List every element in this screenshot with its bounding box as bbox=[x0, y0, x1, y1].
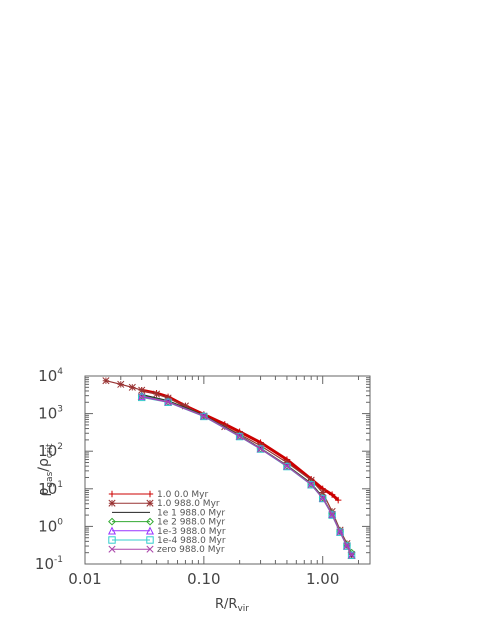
legend-entry: 1.0 0.0 Myr bbox=[108, 490, 208, 500]
data-point bbox=[348, 551, 356, 559]
data-point bbox=[334, 496, 342, 504]
series-line bbox=[141, 396, 353, 556]
data-point bbox=[236, 432, 244, 440]
data-point bbox=[164, 398, 172, 406]
svg-text:ρgas/ρcrit: ρgas/ρcrit bbox=[36, 443, 55, 497]
y-tick-label: 101 bbox=[38, 480, 63, 498]
data-point bbox=[319, 494, 327, 502]
x-tick-label: 0.10 bbox=[187, 570, 220, 588]
series-line bbox=[105, 380, 353, 555]
tick-marks bbox=[84, 375, 370, 565]
data-point bbox=[235, 432, 244, 441]
legend-label: 1.0 988.0 Myr bbox=[157, 499, 220, 509]
tick-labels: 0.01 0.10 1.00 10-1 100 101 102 103 104 bbox=[35, 367, 339, 588]
data-point bbox=[200, 412, 208, 420]
data-point bbox=[283, 462, 291, 471]
data-point bbox=[343, 542, 351, 550]
x-tick-label: 0.01 bbox=[68, 570, 101, 588]
y-axis-label: ρgas/ρcrit bbox=[36, 443, 55, 497]
data-point bbox=[347, 551, 356, 560]
y-tick-label: 102 bbox=[38, 442, 63, 460]
legend-label: 1e-4 988.0 Myr bbox=[157, 536, 226, 546]
data-point bbox=[328, 509, 337, 518]
data-point bbox=[102, 377, 110, 385]
legend-label: 1e-3 988.0 Myr bbox=[157, 527, 226, 537]
y-tick-label: 104 bbox=[38, 367, 63, 385]
legend-marker bbox=[146, 545, 154, 553]
data-point bbox=[307, 480, 315, 489]
data-point bbox=[328, 511, 336, 519]
legend-marker bbox=[108, 536, 116, 544]
legend-marker bbox=[108, 490, 116, 498]
data-point bbox=[117, 380, 125, 388]
data-point bbox=[181, 402, 189, 410]
plot-frame bbox=[84, 375, 371, 565]
data-point bbox=[137, 391, 146, 400]
data-point bbox=[138, 386, 146, 394]
data-point bbox=[164, 398, 172, 406]
legend-marker bbox=[146, 490, 154, 498]
y-tick-label: 100 bbox=[38, 517, 63, 535]
legend-marker bbox=[108, 499, 116, 507]
legend-marker bbox=[108, 517, 116, 526]
data-point bbox=[128, 383, 136, 391]
data-point bbox=[343, 542, 351, 550]
data-point bbox=[319, 494, 327, 503]
data-point bbox=[256, 445, 265, 453]
legend-label: zero 988.0 Myr bbox=[157, 545, 225, 555]
legend-label: 1e 2 988.0 Myr bbox=[157, 518, 225, 528]
legend-entry: 1.0 988.0 Myr bbox=[108, 499, 220, 509]
legend-label: 1.0 0.0 Myr bbox=[157, 490, 208, 500]
legend-entry: 1e-3 988.0 Myr bbox=[107, 526, 226, 537]
legend-marker bbox=[146, 517, 154, 526]
legend-entry: zero 988.0 Myr bbox=[108, 545, 225, 555]
series-layer bbox=[102, 377, 356, 560]
y-tick-label: 103 bbox=[38, 405, 63, 423]
x-axis-label: R/Rvir bbox=[215, 597, 249, 614]
data-point bbox=[153, 390, 161, 398]
legend-marker bbox=[108, 545, 116, 553]
legend-marker bbox=[146, 499, 154, 507]
data-point bbox=[336, 528, 344, 536]
data-point bbox=[283, 462, 291, 470]
legend-label: 1e 1 988.0 Myr bbox=[157, 508, 225, 518]
legend-marker bbox=[107, 526, 117, 535]
legend-marker bbox=[145, 526, 155, 535]
data-point bbox=[328, 491, 336, 498]
data-point bbox=[336, 528, 344, 536]
data-point bbox=[257, 445, 265, 453]
data-point bbox=[307, 481, 315, 489]
data-point bbox=[200, 412, 208, 421]
legend-entry: 1e 2 988.0 Myr bbox=[108, 517, 225, 528]
data-point bbox=[319, 488, 327, 496]
legend-entry: 1e 1 988.0 Myr bbox=[112, 508, 225, 518]
data-point bbox=[328, 511, 336, 519]
legend-marker bbox=[146, 536, 154, 544]
x-tick-label: 1.00 bbox=[306, 570, 339, 588]
series-6 bbox=[138, 393, 356, 559]
y-tick-label: 10-1 bbox=[35, 555, 63, 573]
legend-entry: 1e-4 988.0 Myr bbox=[108, 536, 226, 546]
data-point bbox=[138, 393, 146, 401]
